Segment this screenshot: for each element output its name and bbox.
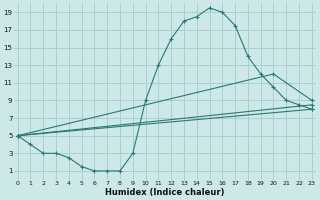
X-axis label: Humidex (Indice chaleur): Humidex (Indice chaleur): [105, 188, 225, 197]
